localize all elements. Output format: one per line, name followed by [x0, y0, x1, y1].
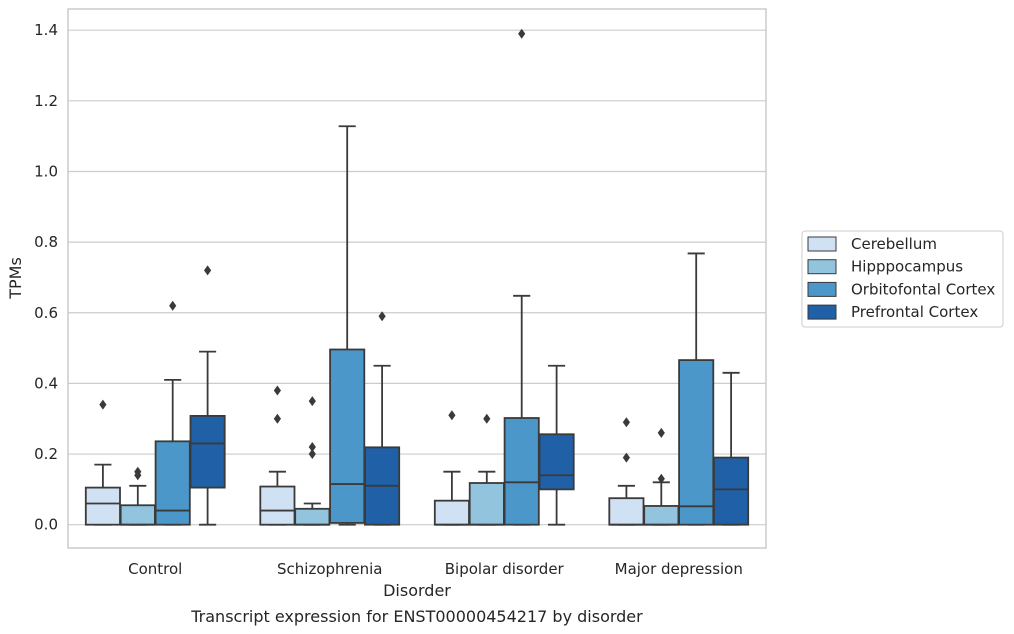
legend-swatch — [807, 304, 837, 320]
y-tick-label: 1.2 — [34, 92, 58, 110]
box-4-2 — [364, 311, 401, 526]
outlier-point — [622, 417, 630, 428]
box-body — [468, 482, 505, 526]
box-1-4 — [608, 417, 645, 526]
legend-swatch — [807, 281, 837, 297]
outlier-point — [448, 410, 456, 421]
y-tick-label: 1.4 — [34, 21, 58, 39]
x-tick-label: Control — [128, 560, 182, 578]
outlier-point — [657, 427, 665, 438]
box-body — [503, 417, 540, 526]
outlier-point — [99, 399, 107, 410]
box-body — [643, 505, 680, 526]
outlier-point — [169, 300, 177, 311]
legend: Cerebellum Hipppocampus Orbitofontal Corte… — [801, 230, 1004, 328]
outlier-point — [308, 441, 316, 452]
x-tick-label: Schizophrenia — [277, 560, 382, 578]
legend-label: Hipppocampus — [851, 258, 963, 276]
box-body — [294, 507, 331, 526]
box-layer — [84, 28, 750, 526]
x-tick-labels: Control Schizophrenia Bipolar disorder Majo… — [128, 560, 743, 578]
box-1-3 — [433, 410, 470, 526]
y-tick-label: 0.8 — [34, 233, 58, 251]
box-2-2 — [294, 396, 331, 526]
box-4-1 — [189, 265, 226, 526]
box-body — [538, 433, 575, 491]
x-tick-label: Major depression — [615, 560, 743, 578]
outlier-point — [657, 473, 665, 484]
x-tick-label: Bipolar disorder — [445, 560, 565, 578]
y-tick-labels: 0.0 0.2 0.4 0.6 0.8 1.0 1.2 1.4 — [34, 21, 58, 533]
box-body — [259, 485, 296, 526]
legend-label: Orbitofontal Cortex — [851, 280, 995, 298]
y-tick-label: 0.4 — [34, 374, 58, 392]
box-3-4 — [678, 252, 715, 526]
chart-caption: Transcript expression for ENST0000045421… — [190, 607, 643, 626]
outlier-point — [308, 396, 316, 407]
box-4-3 — [538, 364, 575, 526]
y-tick-label: 1.0 — [34, 162, 58, 180]
y-tick-label: 0.2 — [34, 445, 58, 463]
outlier-point — [518, 28, 526, 39]
legend-swatch — [807, 259, 837, 275]
legend-label: Prefrontal Cortex — [851, 303, 978, 321]
outlier-point — [483, 413, 491, 424]
box-3-1 — [154, 300, 191, 526]
legend-swatch — [807, 236, 837, 252]
outlier-point — [273, 413, 281, 424]
outlier-point — [378, 311, 386, 322]
box-body — [119, 504, 156, 526]
box-body — [154, 440, 191, 526]
box-3-3 — [503, 28, 540, 526]
box-3-2 — [329, 125, 366, 526]
outlier-point — [204, 265, 212, 276]
box-2-4 — [643, 427, 680, 526]
outlier-point — [273, 385, 281, 396]
box-body — [84, 486, 121, 526]
outlier-point — [134, 466, 142, 477]
box-1-1 — [84, 399, 121, 526]
box-body — [678, 359, 715, 526]
box-2-3 — [468, 413, 505, 526]
outlier-point — [308, 449, 316, 460]
x-axis-label: Disorder — [383, 581, 451, 600]
y-tick-label: 0.0 — [34, 516, 58, 534]
box-body — [329, 348, 366, 524]
box-2-1 — [119, 466, 156, 526]
box-body — [608, 497, 645, 526]
legend-label: Cerebellum — [851, 235, 937, 253]
outlier-point — [622, 452, 630, 463]
plot-frame — [67, 8, 767, 549]
y-axis-label: TPMs — [6, 257, 25, 300]
box-body — [433, 499, 470, 526]
legend-frame — [801, 230, 1004, 328]
box-body — [189, 414, 226, 489]
box-body — [713, 456, 750, 526]
legend-entries: Cerebellum Hipppocampus Orbitofontal Corte… — [807, 235, 995, 321]
box-4-4 — [713, 371, 750, 526]
y-tick-label: 0.6 — [34, 304, 58, 322]
box-1-2 — [259, 385, 296, 526]
